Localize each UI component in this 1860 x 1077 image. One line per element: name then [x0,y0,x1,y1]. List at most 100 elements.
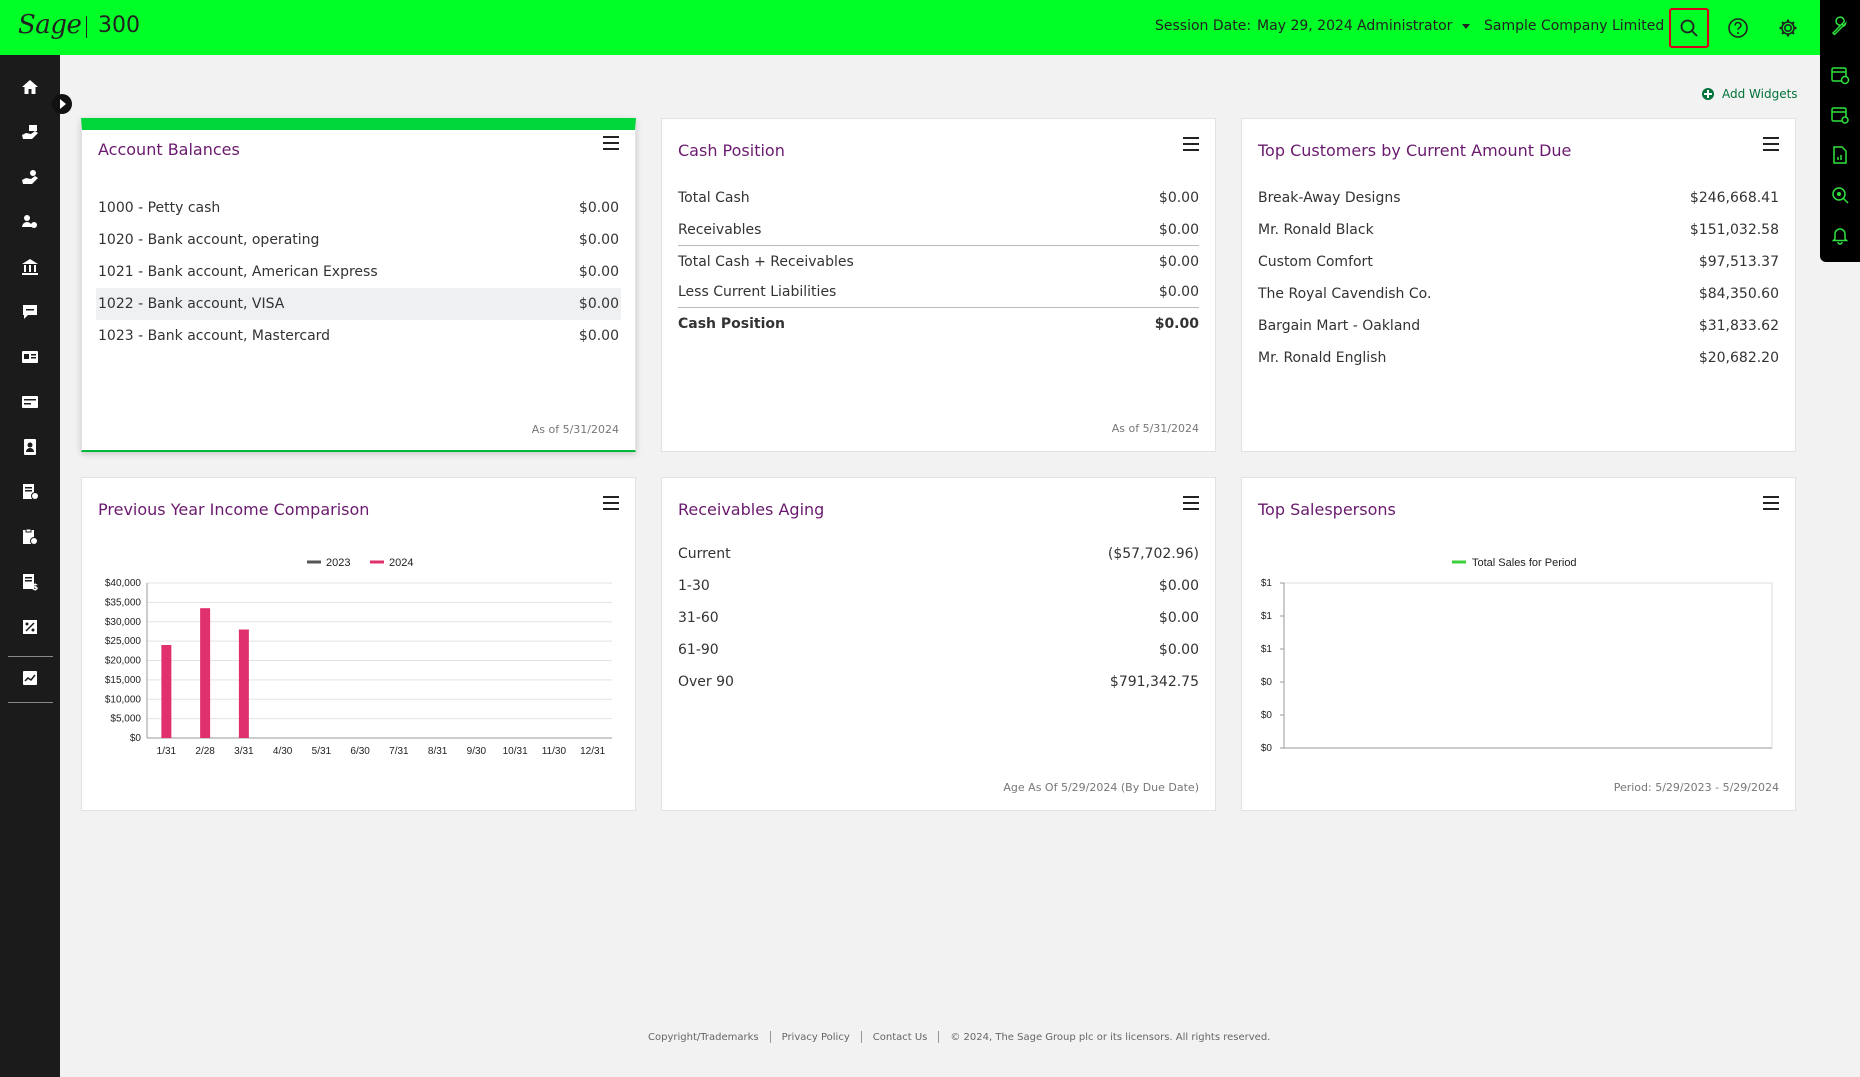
nav-bank[interactable] [15,252,45,282]
wrench-button[interactable] [1828,14,1852,38]
nav-reports[interactable] [15,663,45,693]
row-value: $0.00 [1158,284,1199,300]
nav-inventory[interactable]: $ [15,567,45,597]
row-value: $0.00 [1158,253,1199,270]
hamburger-menu-icon[interactable] [1763,137,1779,151]
privacy-link[interactable]: Privacy Policy [781,1031,850,1043]
wrench-icon [1831,16,1847,36]
hamburger-menu-icon[interactable] [603,136,619,150]
gear-icon [1779,19,1797,37]
people-gear-icon [22,215,37,228]
top-customers-widget[interactable]: Top Customers by Current Amount Due Brea… [1241,118,1796,452]
row-label: 1021 - Bank account, American Express [98,264,378,280]
row-label: 1020 - Bank account, operating [98,232,320,248]
list-item[interactable]: Mr. Ronald English $20,682.20 [1258,342,1779,374]
as-of-date: As of 5/31/2024 [1111,422,1199,435]
copyright-link[interactable]: Copyright/Trademarks [648,1031,759,1043]
nav-tax[interactable] [15,612,45,642]
x-tick-label: 11/30 [542,746,567,757]
nav-purchase-orders[interactable] [15,522,45,552]
list-item[interactable]: Custom Comfort $97,513.37 [1258,246,1779,278]
calendar-settings-button[interactable] [1828,103,1852,127]
nav-order-entry[interactable] [15,477,45,507]
row-value: $791,342.75 [1109,674,1199,690]
sage-logo[interactable]: Sage [18,10,82,40]
calendar-sync-icon [1831,67,1850,85]
nav-tax-services[interactable] [15,207,45,237]
nav-bank-services[interactable] [15,162,45,192]
list-item[interactable]: 61-90 $0.00 [678,634,1199,666]
income-comparison-widget[interactable]: Previous Year Income Comparison 2023 2024… [81,477,636,811]
list-item[interactable]: Mr. Ronald Black $151,032.58 [1258,214,1779,246]
receivables-aging-widget[interactable]: Receivables Aging Current ($57,702.96) 1-… [661,477,1216,811]
list-item[interactable]: Current ($57,702.96) [678,538,1199,570]
hamburger-menu-icon[interactable] [1763,496,1779,510]
list-item[interactable]: Receivables $0.00 [678,214,1199,246]
list-item[interactable]: 31-60 $0.00 [678,602,1199,634]
list-item[interactable]: 1022 - Bank account, VISA $0.00 [96,288,621,320]
help-button[interactable] [1718,8,1758,48]
chat-icon [23,305,37,319]
row-label: Mr. Ronald Black [1258,222,1374,238]
nav-accounts-receivable[interactable] [15,342,45,372]
aging-as-of: Age As Of 5/29/2024 (By Due Date) [1003,781,1199,794]
hamburger-menu-icon[interactable] [603,496,619,510]
nav-expand-button[interactable] [52,94,72,114]
list-item[interactable]: Total Cash $0.00 [678,182,1199,214]
y-tick-label: $1 [1261,644,1273,655]
hamburger-menu-icon[interactable] [1183,496,1199,510]
list-item[interactable]: Less Current Liabilities $0.00 [678,277,1199,308]
row-label: Custom Comfort [1258,254,1373,270]
settings-button[interactable] [1768,8,1808,48]
nav-general-ledger[interactable] [15,117,45,147]
row-label: Less Current Liabilities [678,284,837,300]
nav-messages[interactable] [15,297,45,327]
row-label: 61-90 [678,642,719,658]
row-value: $0.00 [1154,316,1199,332]
page-footer: Copyright/Trademarks Privacy Policy Cont… [648,1031,1270,1043]
account-balances-widget[interactable]: Account Balances 1000 - Petty cash $0.00 … [81,118,636,452]
calendar-refresh-button[interactable] [1828,63,1852,87]
user-menu[interactable]: Administrator [1357,18,1471,34]
company-selector[interactable]: Sample Company Limited [1484,18,1665,34]
list-item[interactable]: Total Cash + Receivables $0.00 [678,246,1199,277]
list-item[interactable]: Break-Away Designs $246,668.41 [1258,182,1779,214]
row-value: $0.00 [1158,610,1199,626]
list-item[interactable]: The Royal Cavendish Co. $84,350.60 [1258,278,1779,310]
cash-position-widget[interactable]: Cash Position Total Cash $0.00 Receivable… [661,118,1216,452]
search-icon [1680,19,1698,37]
row-value: $0.00 [578,296,619,312]
list-item[interactable]: Bargain Mart - Oakland $31,833.62 [1258,310,1779,342]
row-value: $246,668.41 [1689,190,1779,206]
list-item[interactable]: 1021 - Bank account, American Express $0.… [98,256,619,288]
bar-2024-1/31 [161,645,172,738]
list-item[interactable]: 1020 - Bank account, operating $0.00 [98,224,619,256]
row-label: Break-Away Designs [1258,190,1401,206]
nav-contacts[interactable] [15,432,45,462]
contact-link[interactable]: Contact Us [872,1031,928,1043]
truck-card-icon [22,396,38,408]
x-tick-label: 5/31 [312,746,332,757]
session-date-value[interactable]: May 29, 2024 [1257,18,1353,34]
list-item[interactable]: 1-30 $0.00 [678,570,1199,602]
top-salespersons-widget[interactable]: Top Salespersons Total Sales for Period $… [1241,477,1796,811]
nav-home[interactable] [15,72,45,102]
notifications-button[interactable] [1828,223,1852,247]
search-button[interactable] [1669,8,1709,48]
list-item[interactable]: 1023 - Bank account, Mastercard $0.00 [98,320,619,352]
row-label: 1023 - Bank account, Mastercard [98,328,331,344]
add-widgets-button[interactable]: Add Widgets [1700,86,1798,102]
list-item[interactable]: 1000 - Petty cash $0.00 [98,192,619,224]
row-label: Total Cash + Receivables [678,253,854,270]
report-button[interactable] [1828,143,1852,167]
nav-accounts-payable[interactable] [15,387,45,417]
row-label: 31-60 [678,610,719,626]
add-widgets-label: Add Widgets [1722,87,1798,101]
inquiry-button[interactable] [1828,183,1852,207]
hamburger-menu-icon[interactable] [1183,137,1199,151]
list-item[interactable]: Over 90 $791,342.75 [678,666,1199,698]
row-value: $97,513.37 [1698,254,1779,270]
list-item[interactable]: Cash Position $0.00 [678,308,1199,340]
percent-icon [23,620,37,634]
home-icon [22,80,38,94]
